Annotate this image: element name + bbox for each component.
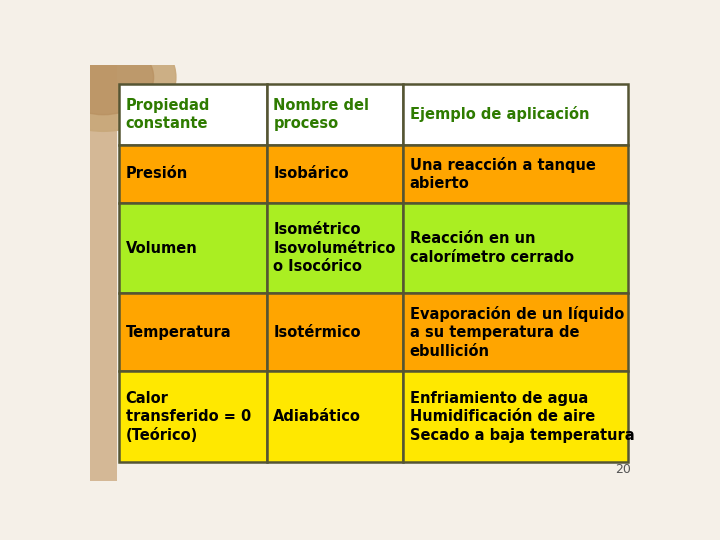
Text: Adiabático: Adiabático	[274, 409, 361, 424]
Bar	[266, 145, 403, 203]
Text: 20: 20	[616, 463, 631, 476]
Bar	[403, 145, 629, 203]
Circle shape	[53, 40, 153, 114]
Text: Isométrico
Isovolumétrico
o Isocórico: Isométrico Isovolumétrico o Isocórico	[274, 222, 395, 274]
Text: Presión: Presión	[126, 166, 188, 181]
Text: Volumen: Volumen	[126, 240, 197, 255]
Text: Enfriamiento de agua
Humidificación de aire
Secado a baja temperatura: Enfriamiento de agua Humidificación de a…	[410, 390, 634, 443]
Bar	[119, 84, 266, 145]
Bar	[266, 203, 403, 293]
Bar	[119, 203, 266, 293]
Text: Isotérmico: Isotérmico	[274, 325, 361, 340]
Text: Calor
transferido = 0
(Teórico): Calor transferido = 0 (Teórico)	[126, 390, 251, 443]
Text: Clasificación de los procesos: Clasificación de los procesos	[160, 94, 521, 116]
Text: Evaporación de un líquido
a su temperatura de
ebullición: Evaporación de un líquido a su temperatu…	[410, 306, 624, 359]
Text: Una reacción a tanque
abierto: Una reacción a tanque abierto	[410, 157, 595, 191]
Bar	[403, 293, 629, 372]
Bar	[90, 65, 117, 481]
Bar	[266, 84, 403, 145]
Text: Propiedad
constante: Propiedad constante	[126, 98, 210, 131]
Text: Isobárico: Isobárico	[274, 166, 348, 181]
Bar	[403, 372, 629, 462]
Text: Reacción en un
calorímetro cerrado: Reacción en un calorímetro cerrado	[410, 231, 574, 265]
Bar	[266, 293, 403, 372]
Bar	[119, 293, 266, 372]
Bar	[119, 372, 266, 462]
Text: en el ámbito de la Termodinámica: en el ámbito de la Termodinámica	[160, 136, 584, 156]
Text: Temperatura: Temperatura	[126, 325, 231, 340]
Text: Ejemplo de aplicación: Ejemplo de aplicación	[410, 106, 589, 123]
Circle shape	[31, 23, 176, 131]
Bar	[266, 372, 403, 462]
Text: Nombre del
proceso: Nombre del proceso	[274, 98, 369, 131]
Bar	[403, 84, 629, 145]
Bar	[403, 203, 629, 293]
Bar	[119, 145, 266, 203]
